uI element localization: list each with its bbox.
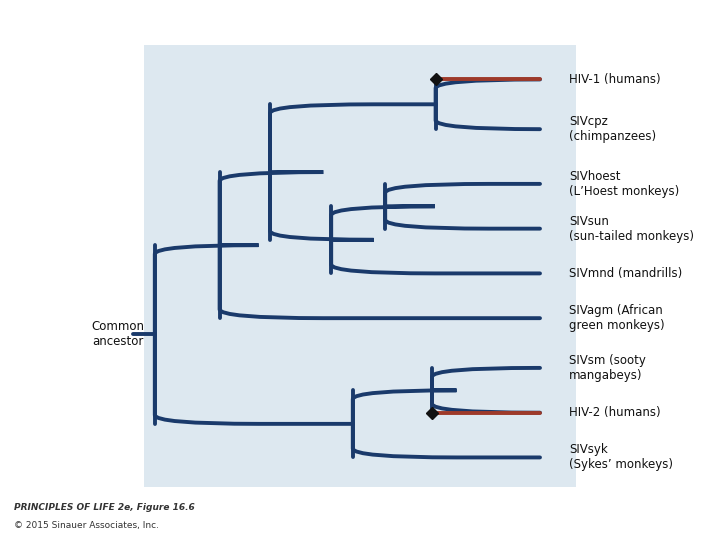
Bar [144,45,576,487]
Text: HIV-1 (humans): HIV-1 (humans) [569,73,660,86]
Text: SIVsun
(sun-tailed monkeys): SIVsun (sun-tailed monkeys) [569,214,694,242]
Text: HIV-2 (humans): HIV-2 (humans) [569,406,660,419]
Text: SIVsm (sooty
mangabeys): SIVsm (sooty mangabeys) [569,354,646,382]
Text: SIVcpz
(chimpanzees): SIVcpz (chimpanzees) [569,115,656,143]
Text: SIVhoest
(L’Hoest monkeys): SIVhoest (L’Hoest monkeys) [569,170,679,198]
Text: © 2015 Sinauer Associates, Inc.: © 2015 Sinauer Associates, Inc. [14,521,159,530]
Text: Figure 16.6  Phylogenetic Tree of Immunodeficiency Viruses: Figure 16.6 Phylogenetic Tree of Immunod… [6,9,443,24]
Text: SIVagm (African
green monkeys): SIVagm (African green monkeys) [569,304,665,332]
Text: Common
ancestor: Common ancestor [91,321,144,348]
Text: PRINCIPLES OF LIFE 2e, Figure 16.6: PRINCIPLES OF LIFE 2e, Figure 16.6 [14,503,195,512]
Text: SIVsyk
(Sykes’ monkeys): SIVsyk (Sykes’ monkeys) [569,443,672,471]
Text: SIVmnd (mandrills): SIVmnd (mandrills) [569,267,682,280]
